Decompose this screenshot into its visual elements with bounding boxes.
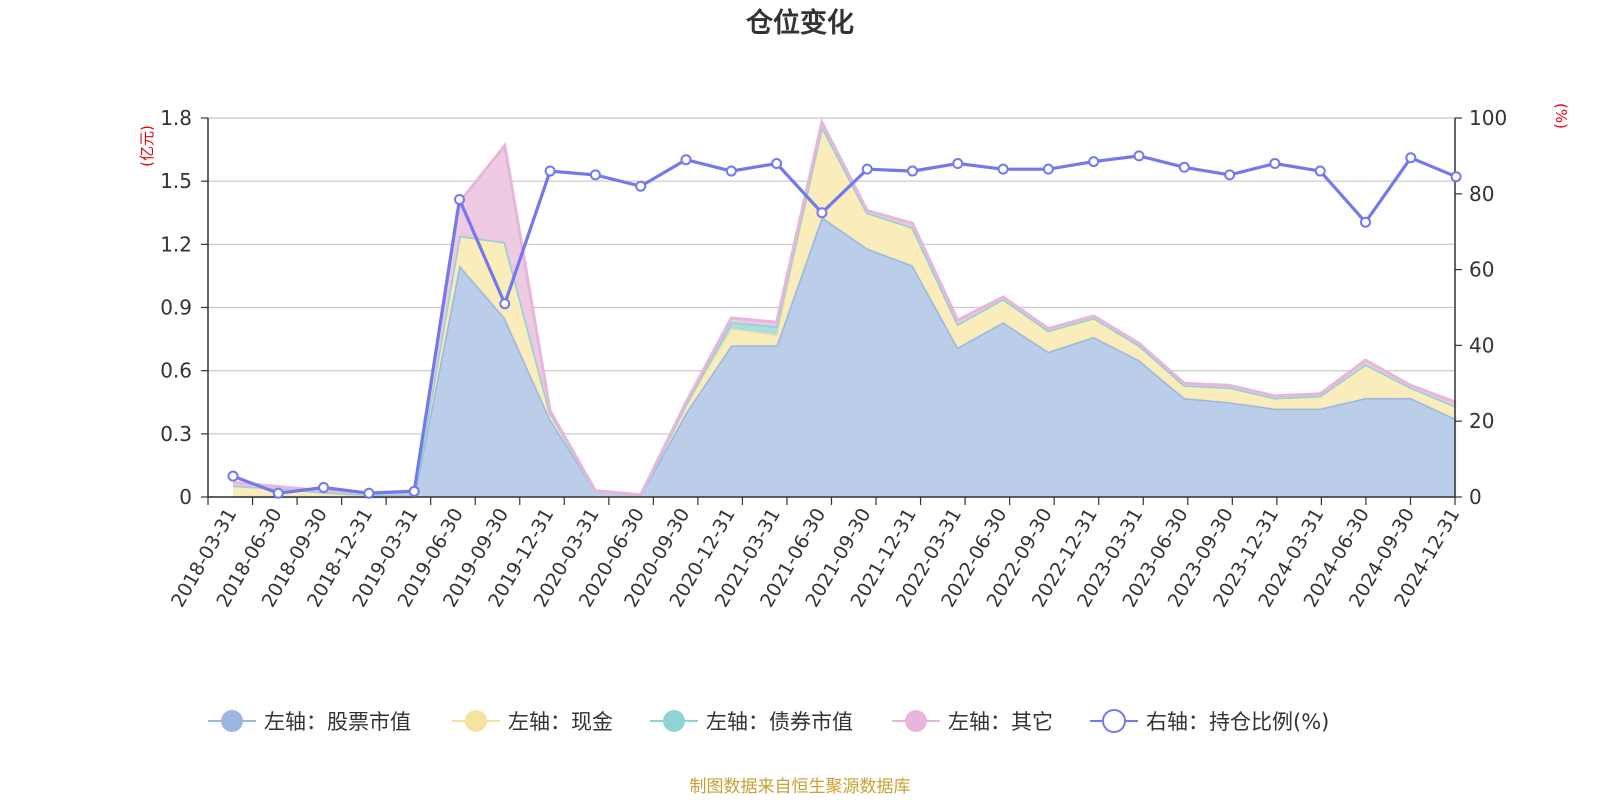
legend-label: 左轴：债券市值 xyxy=(706,710,853,734)
area-layers xyxy=(232,117,1457,499)
ratio-point xyxy=(1450,171,1462,183)
left-tick-label: 0.3 xyxy=(160,422,192,446)
ratio-point xyxy=(997,163,1009,175)
ratio-point xyxy=(1178,161,1190,173)
ratio-point xyxy=(363,487,375,499)
right-tick-label: 60 xyxy=(1469,258,1494,282)
right-axis-unit: (%) xyxy=(1552,103,1570,129)
right-tick-label: 20 xyxy=(1469,409,1494,433)
right-tick-label: 0 xyxy=(1469,485,1482,509)
left-axis-unit: (亿元) xyxy=(138,125,156,167)
left-tick-label: 1.2 xyxy=(160,232,192,256)
legend-marker xyxy=(663,710,685,732)
legend-marker xyxy=(905,710,927,732)
ratio-point xyxy=(1314,165,1326,177)
legend-marker xyxy=(1102,709,1126,733)
right-tick-label: 40 xyxy=(1469,333,1494,357)
ratio-line xyxy=(232,154,1457,495)
ratio-point xyxy=(318,482,330,494)
ratio-point xyxy=(1042,163,1054,175)
ratio-point xyxy=(589,169,601,181)
legend-marker xyxy=(221,710,243,732)
ratio-point xyxy=(1224,169,1236,181)
ratio-line-layer xyxy=(227,150,1462,499)
ratio-point xyxy=(1088,156,1100,168)
left-tick-label: 0.9 xyxy=(160,296,192,320)
legend: 左轴：股票市值 左轴：现金 左轴：债券市值 左轴：其它 右轴：持仓比例(%) xyxy=(208,709,1329,734)
ratio-point xyxy=(907,165,918,177)
ratio-point xyxy=(1269,157,1281,169)
right-tick-label: 80 xyxy=(1469,182,1494,206)
legend-label: 右轴：持仓比例(%) xyxy=(1146,710,1329,734)
ratio-point xyxy=(1405,152,1417,164)
area-左轴：现金 xyxy=(233,126,1457,497)
ratio-point xyxy=(499,298,511,310)
left-tick-label: 0.6 xyxy=(160,359,192,383)
data-source-note: 制图数据来自恒生聚源数据库 xyxy=(690,777,911,797)
ratio-point xyxy=(454,193,465,205)
ratio-point xyxy=(816,207,828,219)
legend-label: 左轴：其它 xyxy=(948,710,1053,734)
left-tick-label: 1.8 xyxy=(160,106,192,130)
ratio-point xyxy=(635,180,647,192)
ratio-point xyxy=(1133,150,1145,162)
ratio-point xyxy=(725,165,737,177)
right-tick-label: 100 xyxy=(1469,106,1507,130)
ratio-point xyxy=(408,485,420,497)
legend-label: 左轴：股票市值 xyxy=(264,710,411,734)
ratio-point xyxy=(861,163,873,175)
ratio-point xyxy=(227,470,239,482)
legend-label: 左轴：现金 xyxy=(508,710,613,734)
left-tick-label: 0 xyxy=(179,485,192,509)
area-左轴：股票市值 xyxy=(233,217,1457,497)
ratio-point xyxy=(1360,216,1371,228)
legend-marker xyxy=(465,710,487,732)
ratio-point xyxy=(952,157,964,169)
ratio-point xyxy=(680,154,692,166)
left-tick-label: 1.5 xyxy=(160,169,192,193)
ratio-point xyxy=(771,157,783,169)
chart-title: 仓位变化 xyxy=(745,7,854,39)
ratio-point xyxy=(272,487,284,499)
ratio-point xyxy=(544,165,556,177)
